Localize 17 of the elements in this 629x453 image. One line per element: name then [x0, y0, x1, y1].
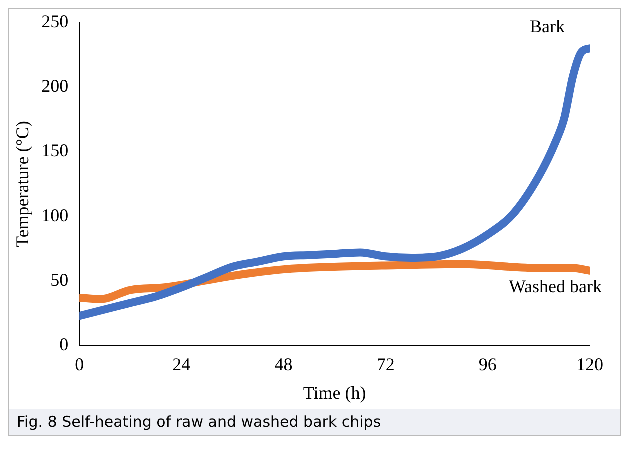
x-axis-title: Time (h): [303, 382, 366, 403]
y-tick-label: 0: [60, 334, 69, 355]
caption: Fig. 8 Self-heating of raw and washed bark chips: [9, 409, 620, 435]
x-tick-label: 96: [478, 354, 497, 374]
y-tick-label: 200: [42, 76, 69, 96]
series-label: Washed bark: [508, 276, 602, 297]
y-tick-label: 100: [42, 205, 69, 226]
y-tick-label: 250: [42, 12, 69, 32]
series-label: Bark: [530, 16, 565, 36]
y-tick-label: 50: [50, 270, 69, 290]
x-tick-label: 0: [75, 354, 84, 374]
x-tick-label: 24: [172, 354, 191, 374]
y-tick-label: 150: [42, 140, 69, 161]
x-tick-label: 120: [576, 354, 604, 374]
x-tick-label: 72: [376, 354, 395, 374]
x-tick-label: 48: [274, 354, 293, 374]
y-axis-title: Temperature (°C): [12, 121, 33, 248]
